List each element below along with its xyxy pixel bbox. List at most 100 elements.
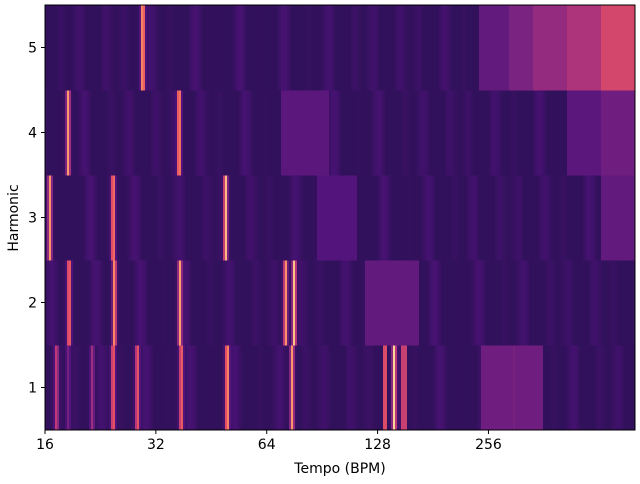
heatmap-cell <box>413 90 416 176</box>
heatmap-cell <box>377 175 380 261</box>
heatmap-cell <box>109 260 112 346</box>
heatmap-cell <box>283 90 286 176</box>
x-tick-label: 256 <box>475 437 502 453</box>
heatmap-cell <box>213 260 216 346</box>
heatmap-cell <box>463 175 466 261</box>
heatmap-cell <box>455 175 458 261</box>
heatmap-cell <box>537 345 540 431</box>
x-tick-label: 16 <box>36 437 54 453</box>
heatmap-cell <box>553 175 556 261</box>
heatmap-cell <box>307 175 310 261</box>
heatmap-cell <box>543 90 546 176</box>
heatmap-cell <box>449 260 452 346</box>
heatmap-cell <box>593 90 596 176</box>
heatmap-cell <box>559 90 562 176</box>
heatmap-cell <box>269 260 272 346</box>
heatmap-cell <box>627 345 630 431</box>
heatmap-cell <box>177 260 180 346</box>
heatmap-cell <box>425 90 428 176</box>
heatmap-cell <box>439 175 442 261</box>
heatmap-cell <box>323 260 326 346</box>
heatmap-cell <box>135 260 138 346</box>
heatmap-cell <box>325 90 328 176</box>
heatmap-cell <box>47 175 50 261</box>
heatmap-cell <box>465 5 468 91</box>
heatmap-cell <box>421 5 424 91</box>
heatmap-cell <box>333 175 336 261</box>
heatmap-cell <box>341 260 344 346</box>
heatmap-cell <box>599 5 602 91</box>
heatmap-cell <box>619 260 622 346</box>
heatmap-cell <box>473 260 476 346</box>
heatmap-cell <box>575 175 578 261</box>
heatmap-cell <box>453 90 456 176</box>
heatmap-cell <box>599 345 602 431</box>
heatmap-cell <box>63 5 66 91</box>
heatmap-cell <box>319 5 322 91</box>
heatmap-cell <box>135 90 138 176</box>
heatmap-cell <box>557 345 560 431</box>
heatmap-cell <box>231 345 234 431</box>
heatmap-cell <box>59 260 62 346</box>
heatmap-cell <box>195 260 198 346</box>
heatmap-cell <box>117 260 120 346</box>
heatmap-cell <box>287 345 290 431</box>
heatmap-cell <box>587 5 590 91</box>
heatmap-cell <box>405 345 408 431</box>
heatmap-cell <box>599 175 602 261</box>
heatmap-cell <box>401 90 404 176</box>
heatmap-cell <box>71 5 74 91</box>
heatmap-cell <box>345 175 348 261</box>
heatmap-cell <box>415 260 418 346</box>
heatmap-cell <box>427 260 430 346</box>
heatmap-cell <box>109 345 112 431</box>
heatmap-cell <box>143 5 146 91</box>
heatmap-cell <box>77 90 80 176</box>
heatmap-cell <box>439 90 442 176</box>
heatmap-cell <box>371 345 374 431</box>
heatmap-cell <box>563 90 566 176</box>
heatmap-cell <box>227 260 230 346</box>
heatmap-cell <box>515 90 518 176</box>
heatmap-cell <box>379 90 382 176</box>
heatmap-cell <box>163 175 166 261</box>
heatmap-cell <box>517 5 520 91</box>
heatmap-cell <box>163 260 166 346</box>
heatmap-cell <box>307 5 310 91</box>
heatmap-cell <box>583 175 586 261</box>
heatmap-cell <box>95 175 98 261</box>
heatmap-cell <box>353 175 356 261</box>
heatmap-cell <box>465 175 468 261</box>
heatmap-cell <box>373 90 376 176</box>
heatmap-cell <box>383 260 386 346</box>
heatmap-cell <box>369 260 372 346</box>
heatmap-cell <box>447 5 450 91</box>
heatmap-cell <box>439 5 442 91</box>
heatmap-cell <box>221 5 224 91</box>
heatmap-cell <box>355 260 358 346</box>
heatmap-cell <box>351 90 354 176</box>
heatmap-cell <box>215 345 218 431</box>
heatmap-cell <box>153 345 156 431</box>
heatmap-cell <box>511 345 514 431</box>
heatmap-cell <box>165 345 168 431</box>
heatmap-cell <box>527 345 530 431</box>
heatmap-cell <box>547 5 550 91</box>
heatmap-cell <box>459 5 462 91</box>
heatmap-cell <box>533 345 536 431</box>
heatmap-cell <box>601 5 604 91</box>
heatmap-cell <box>299 260 302 346</box>
heatmap-cell <box>229 260 232 346</box>
heatmap-cell <box>115 5 118 91</box>
heatmap-cell <box>529 90 532 176</box>
heatmap-cell <box>75 90 78 176</box>
heatmap-cell <box>275 90 278 176</box>
heatmap-cell <box>289 5 292 91</box>
heatmap-cell <box>297 90 300 176</box>
heatmap-cell <box>469 175 472 261</box>
heatmap-cell <box>273 90 276 176</box>
heatmap-cell <box>115 90 118 176</box>
heatmap-cell <box>383 90 386 176</box>
heatmap-cell <box>547 90 550 176</box>
heatmap-cell <box>63 260 66 346</box>
